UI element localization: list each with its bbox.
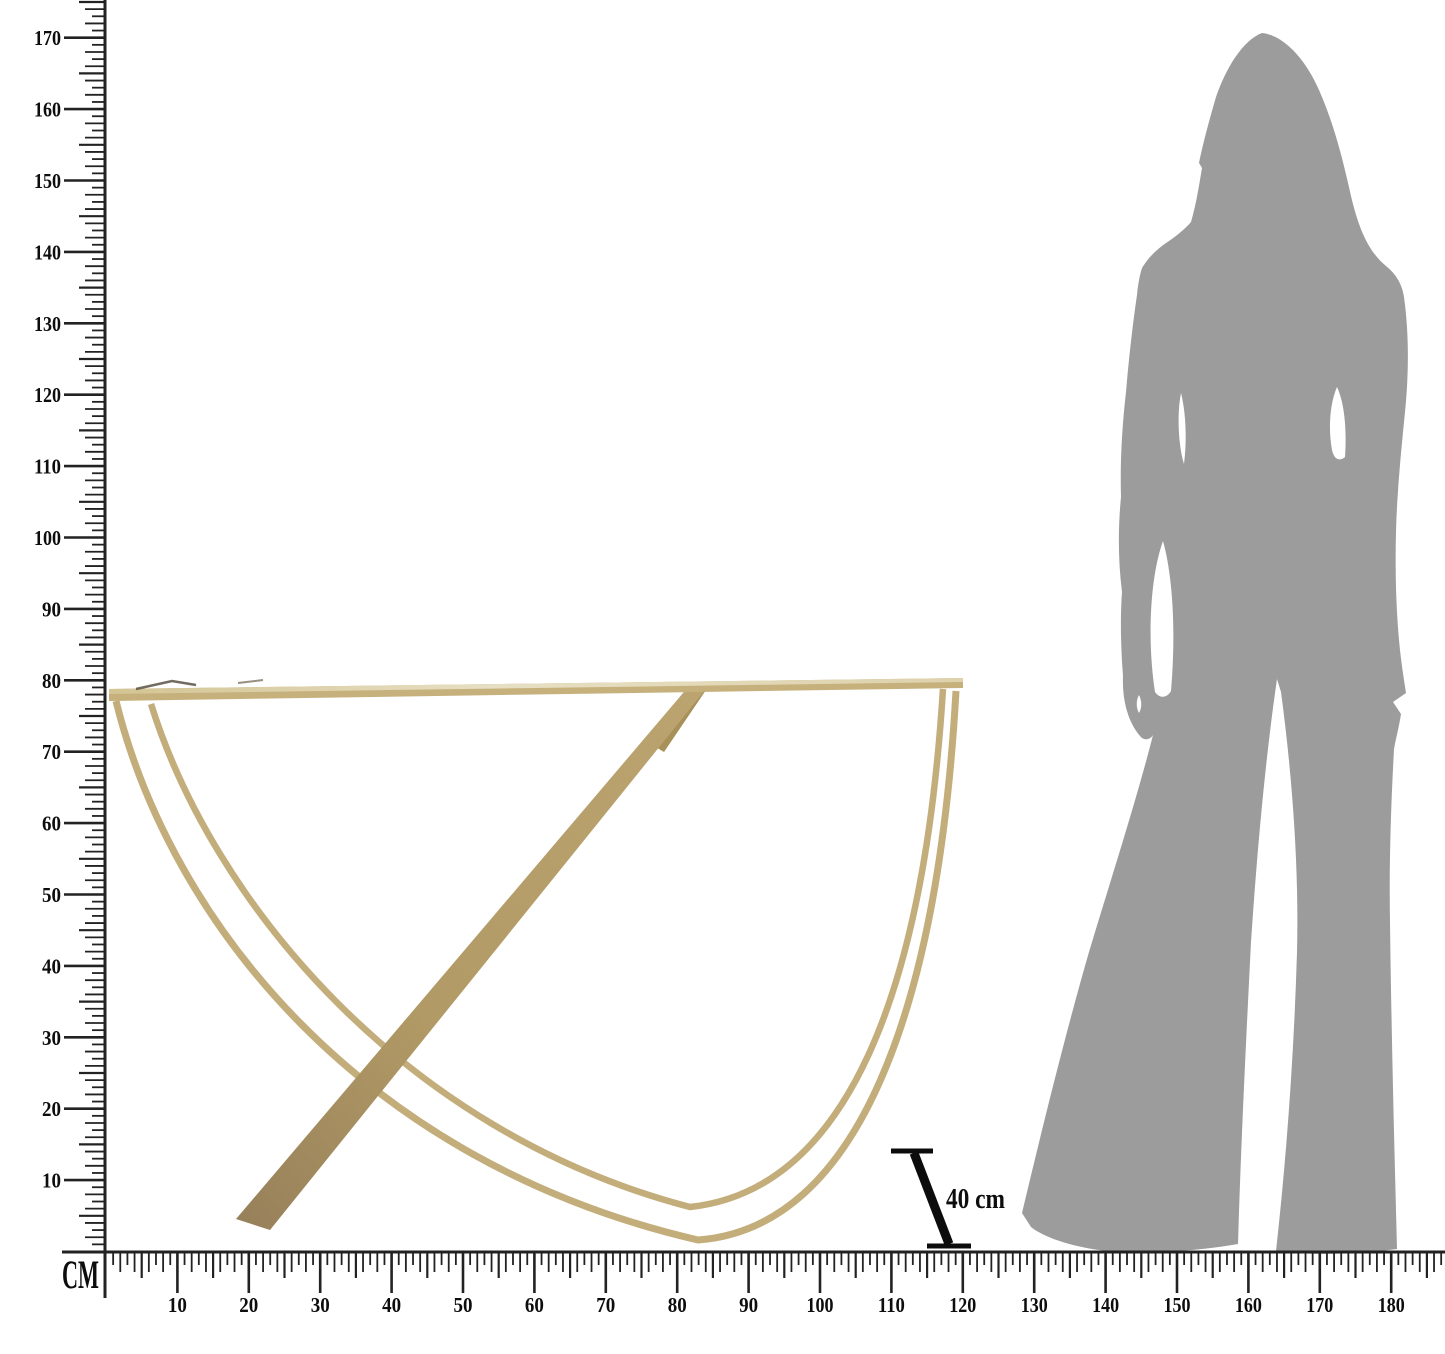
vertical-ruler-labels: 10 20 30 40 50 60 70 80 90 100 110 120 130 140 150 160 1… — [34, 26, 61, 1192]
ruler-number: 140 — [34, 240, 61, 264]
ruler-number: 20 — [239, 1293, 258, 1317]
ruler-number: 130 — [1021, 1293, 1048, 1317]
table-leg-outer-band — [112, 690, 960, 1244]
vertical-ruler-ticks — [64, 0, 105, 1246]
ruler-number: 150 — [1164, 1293, 1191, 1317]
ruler-number: 30 — [42, 1026, 61, 1050]
ruler-number: 50 — [454, 1293, 473, 1317]
tabletop-reflection — [135, 679, 197, 691]
ruler-number: 170 — [34, 26, 61, 50]
ruler-number: 80 — [42, 669, 61, 693]
ruler-number: 90 — [739, 1293, 758, 1317]
ruler-number: 30 — [311, 1293, 330, 1317]
depth-label: 40 cm — [946, 1183, 1005, 1215]
depth-annotation: 40 cm — [891, 1148, 1005, 1249]
woman-silhouette — [1022, 33, 1408, 1254]
ruler-unit-label: CM — [62, 1252, 99, 1297]
ruler-number: 110 — [878, 1293, 905, 1317]
ruler-number: 160 — [1235, 1293, 1262, 1317]
ruler-number: 140 — [1092, 1293, 1119, 1317]
ruler-number: 120 — [34, 383, 61, 407]
horizontal-ruler-labels: 10 20 30 40 50 60 70 80 90 100 110 120 130 140 150 160 1… — [168, 1293, 1405, 1317]
ruler-number: 70 — [42, 740, 61, 764]
ruler-number: 80 — [668, 1293, 687, 1317]
woman-silhouette-shape — [1022, 33, 1408, 1254]
ruler-number: 10 — [168, 1293, 187, 1317]
ruler-number: 130 — [34, 312, 61, 336]
horizontal-ruler-ticks — [112, 1252, 1443, 1293]
ruler-number: 180 — [1378, 1293, 1405, 1317]
vertical-ruler: 10 20 30 40 50 60 70 80 90 100 110 120 130 140 150 160 1… — [34, 0, 107, 1298]
horizontal-ruler: 10 20 30 40 50 60 70 80 90 100 110 120 130 140 150 160 1… — [62, 1250, 1445, 1317]
tabletop-surface — [109, 678, 963, 694]
ruler-number: 40 — [382, 1293, 401, 1317]
ruler-number: 90 — [42, 597, 61, 621]
ruler-number: 120 — [949, 1293, 976, 1317]
table-leg-inner-band — [147, 688, 947, 1211]
ruler-number: 60 — [525, 1293, 544, 1317]
ruler-number: 70 — [596, 1293, 615, 1317]
ruler-number: 20 — [42, 1097, 61, 1121]
ruler-number: 40 — [42, 954, 61, 978]
ruler-number: 60 — [42, 812, 61, 836]
ruler-number: 10 — [42, 1169, 61, 1193]
ruler-number: 170 — [1306, 1293, 1333, 1317]
ruler-number: 100 — [34, 526, 61, 550]
table-diagonal-strut — [236, 686, 706, 1230]
tabletop-reflection-small — [237, 679, 264, 684]
ruler-number: 150 — [34, 169, 61, 193]
console-table — [109, 678, 963, 1244]
ruler-number: 160 — [34, 98, 61, 122]
depth-marker-slant — [909, 1151, 954, 1246]
ruler-number: 50 — [42, 883, 61, 907]
ruler-number: 110 — [34, 455, 61, 479]
ruler-number: 100 — [807, 1293, 834, 1317]
